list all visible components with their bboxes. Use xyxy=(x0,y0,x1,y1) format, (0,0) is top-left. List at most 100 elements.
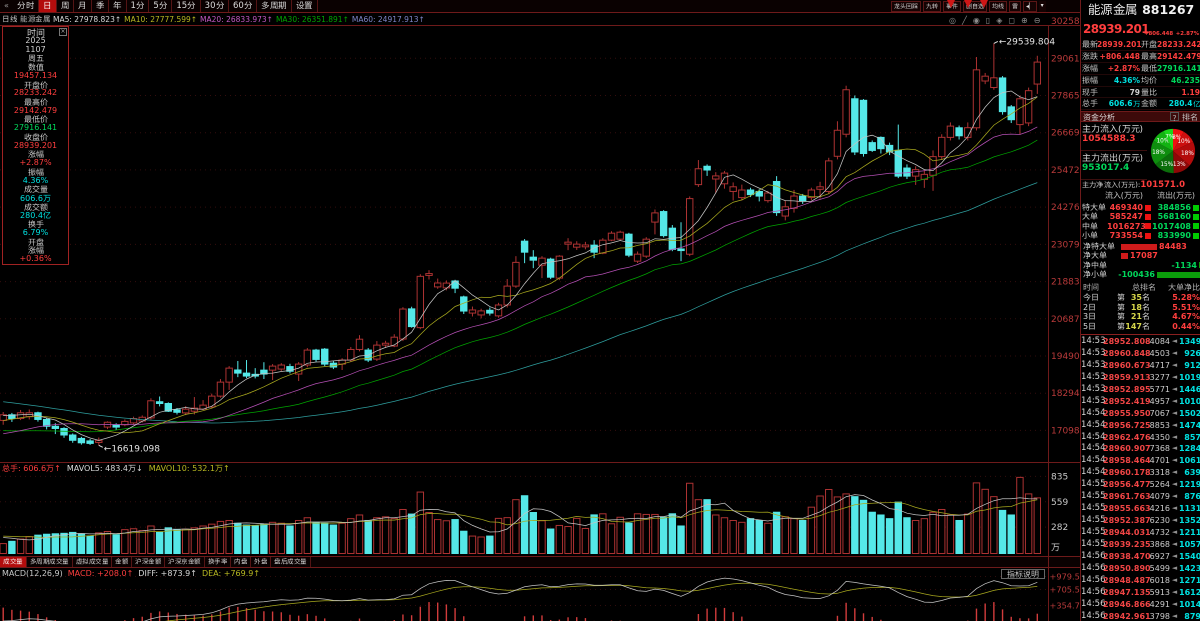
kline-info-panel[interactable]: × 2025 1107 19457.134 28233.242 29142.479 279… xyxy=(2,26,69,265)
info-row: 606.6 xyxy=(3,194,68,203)
tick-row: 14:56 28938.470 6927 ◄ 1540 xyxy=(1081,551,1200,563)
eye-icon[interactable]: ◉ xyxy=(972,16,980,25)
chart-button-龙头回踩[interactable] xyxy=(891,1,921,12)
trash-icon[interactable]: ▯ xyxy=(985,16,991,25)
tick-price: 28946.866 xyxy=(1103,599,1151,609)
collapse-button[interactable]: ◂▏ xyxy=(1023,1,1037,12)
toolbar-tab-30分[interactable]: 30 xyxy=(201,0,229,12)
target-icon[interactable]: ◎ xyxy=(949,16,956,25)
zoom-out-icon[interactable]: ⊖ xyxy=(1033,16,1041,25)
tick-volume: 3318 xyxy=(1149,468,1170,478)
rank-prefix xyxy=(1107,302,1125,313)
candle-body xyxy=(1024,90,1033,124)
volume-tab-盘后成交量[interactable] xyxy=(271,557,311,567)
tick-row: 14:53 28960.673 4717 ◄ 912 xyxy=(1081,360,1200,372)
tick-time: 14:53 xyxy=(1081,359,1106,370)
candle-body xyxy=(129,418,138,424)
tick-list[interactable]: 14:53 28952.808 4084 ◄ 1349 14:53 28960.848 450… xyxy=(1081,336,1200,621)
volume-bar xyxy=(294,519,303,554)
toolbar-tab-年[interactable] xyxy=(109,0,127,12)
volume-bar xyxy=(938,508,946,555)
quote-row: 4.36% 46.235 xyxy=(1081,75,1200,87)
tick-row: 14:55 28944.031 4732 ◄ 1211 xyxy=(1081,527,1200,539)
tick-amount: 1423 xyxy=(1179,563,1200,573)
quote-value: +806.448 xyxy=(1099,51,1140,61)
volume-bar xyxy=(477,536,485,555)
toolbar-tab-多周期[interactable] xyxy=(257,0,292,12)
volume-tab-沪深京金额[interactable] xyxy=(165,557,205,567)
candle-body xyxy=(277,364,285,370)
toolbar-tab-5分[interactable]: 5 xyxy=(149,0,173,12)
volume-bar xyxy=(790,518,798,554)
status-ma1: MA5: 27978.823↑ xyxy=(53,15,122,24)
quote-value: 606.6 xyxy=(1097,98,1140,109)
candle-body xyxy=(416,275,425,329)
kline-chart[interactable]: 30258 29061 27865 26669 25472 24276 23079 21883… xyxy=(0,0,1080,621)
net-flow-bar xyxy=(1157,271,1200,278)
volume-tab-成交量[interactable] xyxy=(0,557,27,567)
zoom-in-icon[interactable]: ⊕ xyxy=(1021,16,1028,25)
flow-in-block xyxy=(1145,223,1151,230)
volume-tab-外盘[interactable] xyxy=(251,557,271,567)
volume-tab-内盘[interactable] xyxy=(231,557,251,567)
volume-bar xyxy=(998,509,1007,554)
quote-label xyxy=(1141,63,1157,74)
chart-button-雷[interactable] xyxy=(1009,1,1021,12)
tick-amount: 1019 xyxy=(1179,372,1200,382)
candle-body xyxy=(955,127,963,137)
main-grid: 30258 29061 27865 26669 25472 24276 23079 21883… xyxy=(0,17,1080,436)
volume-bar xyxy=(642,513,650,554)
tick-time: 14:55 xyxy=(1081,515,1106,526)
volume-tab-沪深金额[interactable] xyxy=(132,557,165,567)
toolbar-tab-日[interactable] xyxy=(39,0,57,12)
volume-tab-金额[interactable] xyxy=(112,557,132,567)
toolbar-tab-季[interactable] xyxy=(92,0,109,12)
close-icon[interactable]: × xyxy=(59,28,67,36)
volume-tab-多周期成交量[interactable] xyxy=(27,557,73,567)
quote-value: 27916.141 xyxy=(1157,63,1200,73)
tick-row: 14:55 28961.763 4079 ◄ 876 xyxy=(1081,491,1200,503)
quote-label xyxy=(1141,39,1157,50)
rank-table-header xyxy=(1081,283,1200,293)
tick-volume: 4350 xyxy=(1149,432,1170,442)
candle-body xyxy=(425,273,433,276)
toolbar-tab-60分[interactable]: 60 xyxy=(229,0,258,12)
toolbar-tab-设置[interactable] xyxy=(292,0,318,12)
lock-icon[interactable]: ◻ xyxy=(1008,16,1015,25)
vol-status-item-0: : 606.6 ↑ xyxy=(2,464,61,473)
rank-number: 18 xyxy=(1130,302,1142,312)
toolbar-tab-月[interactable] xyxy=(74,0,92,12)
pen-icon[interactable]: ╱ xyxy=(961,16,967,25)
rank-row: 35 5.28% xyxy=(1081,293,1200,303)
drag-icon[interactable]: ◈ xyxy=(996,16,1003,25)
dea-line xyxy=(164,582,1038,621)
volume-tab-虚拟成交量[interactable] xyxy=(73,557,112,567)
macd-axis-label: +705.5 xyxy=(1050,585,1080,595)
chart-button-均线[interactable] xyxy=(989,1,1007,12)
volume-tab-换手率[interactable] xyxy=(205,557,231,567)
candle-body xyxy=(8,414,16,420)
candle-body xyxy=(451,280,459,289)
flow-col-out: () xyxy=(1143,191,1200,201)
help-icon[interactable]: ? xyxy=(1170,112,1179,123)
toolbar-tab-1分[interactable]: 1 xyxy=(127,0,150,12)
indicator-help-button[interactable] xyxy=(1001,569,1045,579)
tick-amount: 1352 xyxy=(1179,516,1200,526)
toolbar-tab-分时[interactable] xyxy=(13,0,39,12)
chart-button-九转[interactable] xyxy=(923,1,941,12)
rank-tab[interactable] xyxy=(1182,112,1198,121)
rank-number: 147 xyxy=(1125,321,1142,331)
toolbar-tab-周[interactable] xyxy=(57,0,74,12)
rank-row: 5 147 0.44% xyxy=(1081,322,1200,332)
dropdown-button[interactable]: ▾ xyxy=(1038,1,1046,12)
volume-bar xyxy=(798,519,807,554)
y-axis-label: 24276 xyxy=(1051,203,1080,213)
rank-time: 5 xyxy=(1081,322,1107,332)
candle-body xyxy=(1007,106,1015,121)
toolbar-tab-15分[interactable]: 15 xyxy=(172,0,201,12)
volume-bar xyxy=(494,517,503,555)
app-menu-icon[interactable]: « xyxy=(4,1,9,10)
volume-bar xyxy=(442,520,451,555)
tick-direction-icon: ◄ xyxy=(1171,360,1178,369)
high-annotation-line xyxy=(993,40,999,44)
